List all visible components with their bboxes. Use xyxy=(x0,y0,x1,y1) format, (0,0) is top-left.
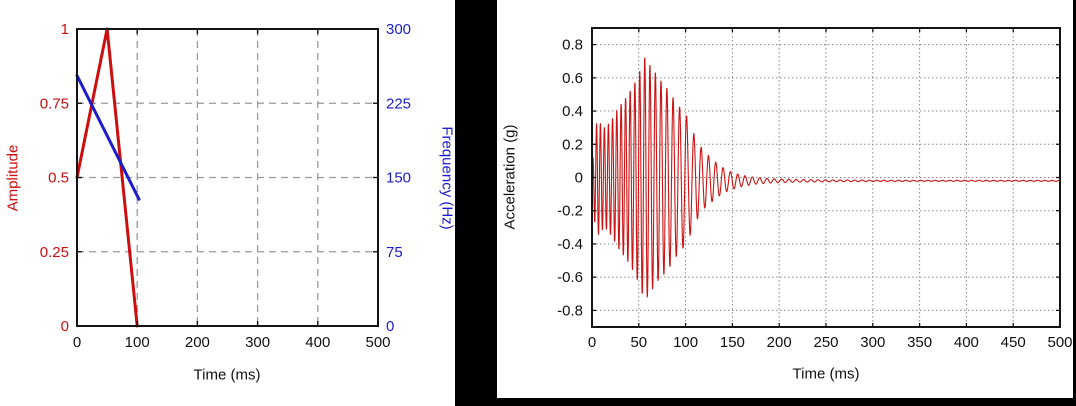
right-frame-bar xyxy=(1073,0,1076,406)
frequency-axis-title: Frequency (Hz) xyxy=(438,126,456,230)
svg-text:500: 500 xyxy=(365,334,390,351)
svg-text:100: 100 xyxy=(125,334,150,351)
svg-text:0: 0 xyxy=(575,170,583,187)
svg-text:400: 400 xyxy=(954,334,979,351)
svg-text:0.8: 0.8 xyxy=(562,37,583,54)
pulse-definition-chart: 0 0.25 0.5 0.75 1 0 75 150 225 300 0 100 200 300 400 50… xyxy=(40,21,411,351)
acceleration-waveform-chart: -0.8 -0.6 -0.4 -0.2 0 0.2 0.4 0.6 0.8 0 50 100 150 20… xyxy=(557,27,1073,351)
svg-text:50: 50 xyxy=(630,334,647,351)
svg-text:0: 0 xyxy=(61,318,69,335)
svg-text:-0.6: -0.6 xyxy=(557,269,583,286)
svg-text:350: 350 xyxy=(907,334,932,351)
svg-text:1: 1 xyxy=(61,21,69,38)
svg-text:-0.2: -0.2 xyxy=(557,203,583,220)
svg-text:300: 300 xyxy=(245,334,270,351)
right-chart-time-axis-title: Time (ms) xyxy=(792,365,860,383)
svg-text:0.4: 0.4 xyxy=(562,103,583,120)
svg-text:100: 100 xyxy=(673,334,698,351)
svg-text:200: 200 xyxy=(767,334,792,351)
svg-text:0.2: 0.2 xyxy=(562,136,583,153)
svg-text:300: 300 xyxy=(860,334,885,351)
svg-text:500: 500 xyxy=(1047,334,1072,351)
svg-text:-0.4: -0.4 xyxy=(557,236,583,253)
acceleration-panel: -0.8 -0.6 -0.4 -0.2 0 0.2 0.4 0.6 0.8 0 50 100 150 20… xyxy=(497,0,1073,399)
svg-text:0.5: 0.5 xyxy=(48,170,69,187)
svg-text:450: 450 xyxy=(1001,334,1026,351)
amplitude-axis-title: Amplitude xyxy=(4,144,22,212)
bottom-frame-bar xyxy=(455,398,1076,406)
svg-text:0: 0 xyxy=(588,334,596,351)
divider-bar xyxy=(455,0,497,399)
svg-text:0.75: 0.75 xyxy=(40,95,69,112)
svg-text:0: 0 xyxy=(386,318,394,335)
svg-text:0: 0 xyxy=(73,334,81,351)
svg-text:225: 225 xyxy=(386,95,411,112)
svg-text:75: 75 xyxy=(386,244,403,261)
left-chart-time-axis-title: Time (ms) xyxy=(193,366,261,384)
svg-text:150: 150 xyxy=(386,170,411,187)
svg-text:150: 150 xyxy=(720,334,745,351)
svg-text:250: 250 xyxy=(813,334,838,351)
svg-text:-0.8: -0.8 xyxy=(557,302,583,319)
acceleration-axis-title: Acceleration (g) xyxy=(501,124,519,230)
svg-text:300: 300 xyxy=(386,21,411,38)
svg-text:400: 400 xyxy=(305,334,330,351)
svg-text:0.6: 0.6 xyxy=(562,70,583,87)
pulse-definition-panel: 0 0.25 0.5 0.75 1 0 75 150 225 300 0 100 200 300 400 50… xyxy=(0,0,456,406)
svg-text:0.25: 0.25 xyxy=(40,244,69,261)
svg-text:200: 200 xyxy=(185,334,210,351)
